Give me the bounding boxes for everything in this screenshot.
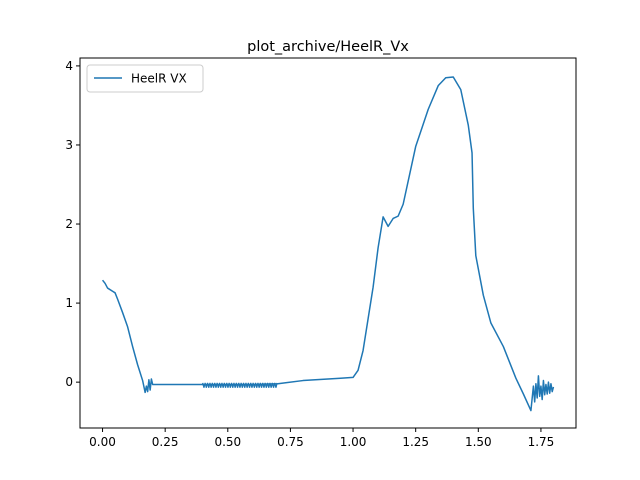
y-tick-label: 0 bbox=[65, 375, 73, 389]
y-axis: 0 1 2 3 4 bbox=[65, 59, 80, 389]
y-tick-label: 4 bbox=[65, 59, 73, 73]
chart-title: plot_archive/HeelR_Vx bbox=[247, 39, 409, 55]
x-tick-label: 0.00 bbox=[89, 435, 116, 449]
series-noise-band bbox=[202, 382, 278, 388]
x-tick-label: 0.75 bbox=[277, 435, 304, 449]
x-tick-label: 1.25 bbox=[402, 435, 429, 449]
legend: HeelR VX bbox=[86, 64, 204, 93]
x-axis: 0.00 0.25 0.50 0.75 1.00 1.25 1.50 1.75 bbox=[89, 428, 554, 449]
x-tick-label: 0.50 bbox=[214, 435, 241, 449]
x-tick-label: 0.25 bbox=[152, 435, 179, 449]
legend-box bbox=[86, 64, 204, 93]
y-tick-label: 1 bbox=[65, 296, 73, 310]
series-line bbox=[101, 76, 555, 412]
x-tick-label: 1.00 bbox=[340, 435, 367, 449]
legend-label: HeelR VX bbox=[131, 72, 187, 86]
plot-frame bbox=[79, 57, 577, 429]
x-tick-label: 1.75 bbox=[528, 435, 555, 449]
y-tick-label: 3 bbox=[65, 138, 73, 152]
y-tick-label: 2 bbox=[65, 217, 73, 231]
x-tick-label: 1.50 bbox=[465, 435, 492, 449]
